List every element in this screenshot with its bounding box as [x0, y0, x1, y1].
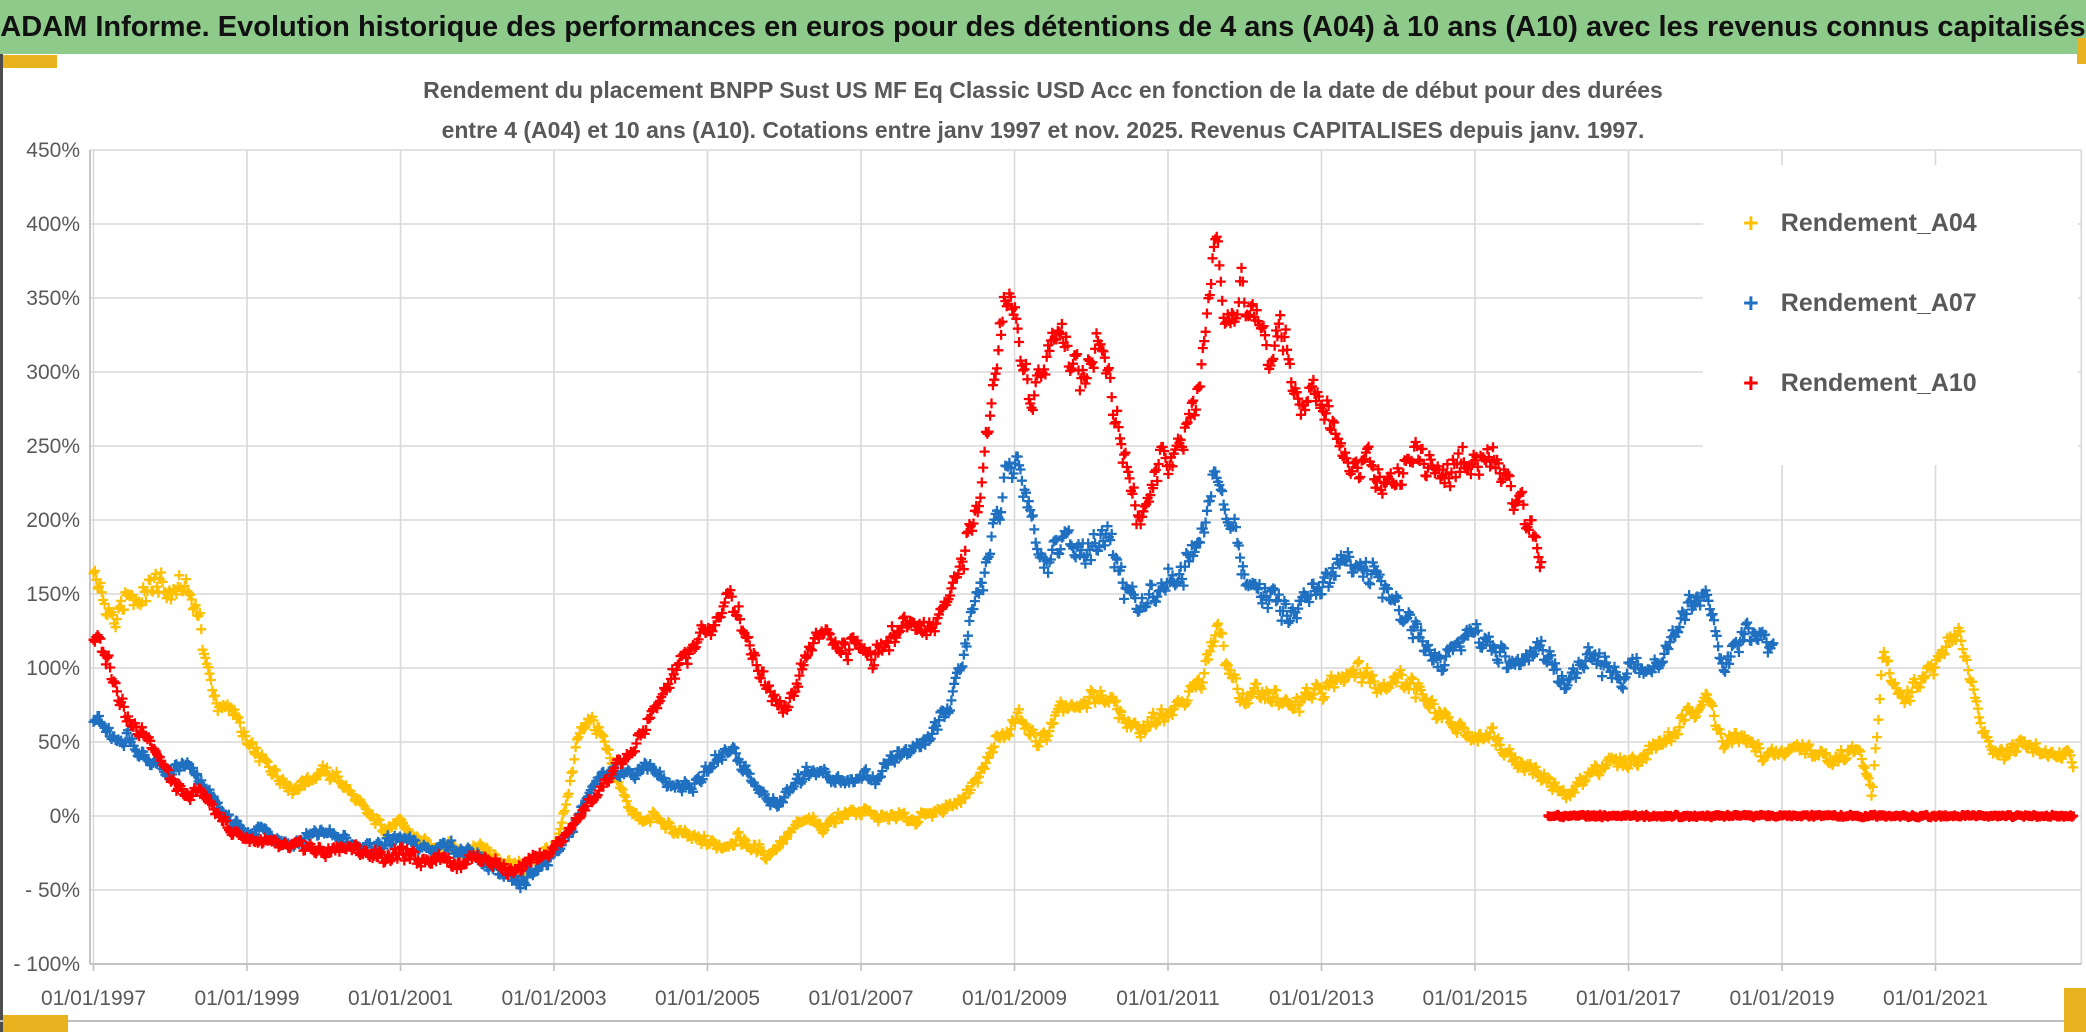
y-axis-label: 300% — [26, 361, 80, 384]
legend-entry-a07: + Rendement_A07 — [1743, 285, 1977, 321]
x-axis-label: 01/01/2007 — [808, 987, 913, 1010]
chart-subtitle-line1: Rendement du placement BNPP Sust US MF E… — [423, 77, 1663, 103]
corner-mark-top-left — [3, 55, 57, 68]
x-axis-label: 01/01/2013 — [1269, 987, 1374, 1010]
y-axis-label: 350% — [26, 287, 80, 310]
y-axis-label: 0% — [50, 805, 80, 828]
corner-mark-top-right — [2077, 38, 2086, 64]
legend-label-a10: Rendement_A10 — [1780, 368, 1977, 397]
series-flat-zero-rendement_a10 — [1543, 809, 2079, 823]
y-axis-label: 50% — [38, 731, 80, 754]
legend-entry-a04: + Rendement_A04 — [1743, 205, 1977, 241]
legend-entry-a10: + Rendement_A10 — [1743, 365, 1977, 401]
chart-subtitle-line2: entre 4 (A04) et 10 ans (A10). Cotations… — [441, 117, 1645, 143]
chart-subtitle: Rendement du placement BNPP Sust US MF E… — [393, 70, 1693, 150]
x-axis-label: 01/01/2015 — [1422, 987, 1527, 1010]
x-axis-label: 01/01/1999 — [194, 987, 299, 1010]
plus-marker-a04-icon: + — [1743, 207, 1759, 238]
y-axis-label: 200% — [26, 509, 80, 532]
series-points-rendement_a10 — [88, 231, 1547, 880]
y-axis-label: 150% — [26, 583, 80, 606]
report-title: ADAM Informe. Evolution historique des p… — [0, 10, 2086, 43]
y-axis-label: - 50% — [25, 879, 80, 902]
x-axis-label: 01/01/2017 — [1576, 987, 1681, 1010]
page-left-edge — [0, 0, 3, 1032]
legend-label-a04: Rendement_A04 — [1780, 208, 1977, 237]
bottom-rule — [0, 1020, 2086, 1022]
title-bar: ADAM Informe. Evolution historique des p… — [0, 0, 2086, 54]
plus-marker-a07-icon: + — [1743, 287, 1759, 318]
y-axis-label: 100% — [26, 657, 80, 680]
series-points-rendement_a07 — [88, 451, 1779, 894]
corner-mark-bottom-left — [3, 1015, 68, 1032]
x-axis-label: 01/01/2005 — [655, 987, 760, 1010]
legend-label-a07: Rendement_A07 — [1780, 288, 1977, 317]
x-axis-label: 01/01/2021 — [1883, 987, 1988, 1010]
x-axis-label: 01/01/2019 — [1729, 987, 1834, 1010]
y-axis-label: 450% — [26, 139, 80, 162]
y-axis-label: 250% — [26, 435, 80, 458]
x-axis-label: 01/01/1997 — [41, 987, 146, 1010]
x-axis-label: 01/01/2009 — [962, 987, 1067, 1010]
legend: + Rendement_A04 + Rendement_A07 + Rendem… — [1703, 165, 2078, 465]
x-axis-label: 01/01/2003 — [501, 987, 606, 1010]
plus-marker-a10-icon: + — [1743, 367, 1759, 398]
corner-mark-bottom-right — [2064, 988, 2086, 1032]
x-axis-label: 01/01/2011 — [1116, 987, 1220, 1010]
y-axis-label: 400% — [26, 213, 80, 236]
y-axis-label: - 100% — [13, 953, 80, 976]
x-axis-label: 01/01/2001 — [348, 987, 453, 1010]
